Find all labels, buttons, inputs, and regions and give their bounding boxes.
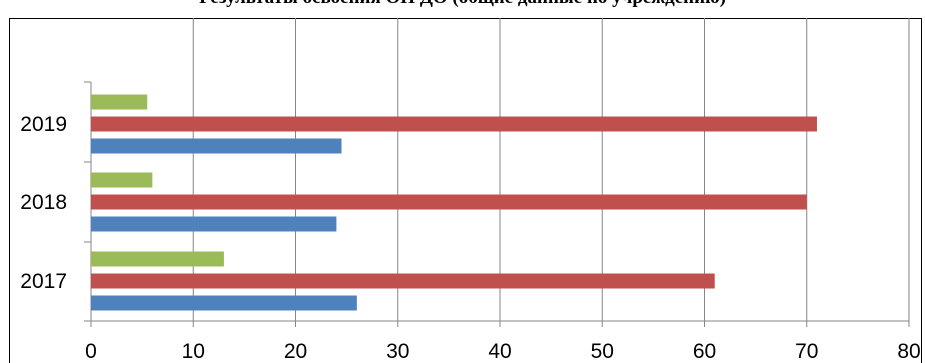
x-tick-label: 40 — [488, 340, 511, 363]
x-tick-label: 50 — [591, 340, 614, 363]
bar-2019-series-2 — [91, 116, 817, 132]
y-tick-label: 2017 — [20, 270, 67, 293]
x-tick-label: 80 — [897, 340, 920, 363]
bar-2019-series-1 — [91, 138, 342, 154]
x-tick-label: 60 — [693, 340, 716, 363]
x-tick-label: 10 — [182, 340, 205, 363]
bar-2018-series-3 — [91, 172, 153, 188]
bar-2018-series-2 — [91, 194, 807, 210]
bar-2017-series-1 — [91, 295, 357, 311]
bar-2018-series-1 — [91, 216, 337, 232]
bar-2019-series-3 — [91, 94, 148, 110]
x-tick-label: 20 — [284, 340, 307, 363]
x-tick-label: 30 — [386, 340, 409, 363]
bar-2017-series-3 — [91, 251, 224, 267]
y-tick-label: 2018 — [20, 191, 67, 214]
chart-title: Результаты освоения ОП ДО (общие данные … — [0, 0, 925, 9]
x-tick-label: 0 — [85, 340, 97, 363]
chart-frame — [9, 18, 922, 363]
x-tick-label: 70 — [795, 340, 818, 363]
y-tick-label: 2019 — [20, 113, 67, 136]
bar-2017-series-2 — [91, 273, 715, 289]
